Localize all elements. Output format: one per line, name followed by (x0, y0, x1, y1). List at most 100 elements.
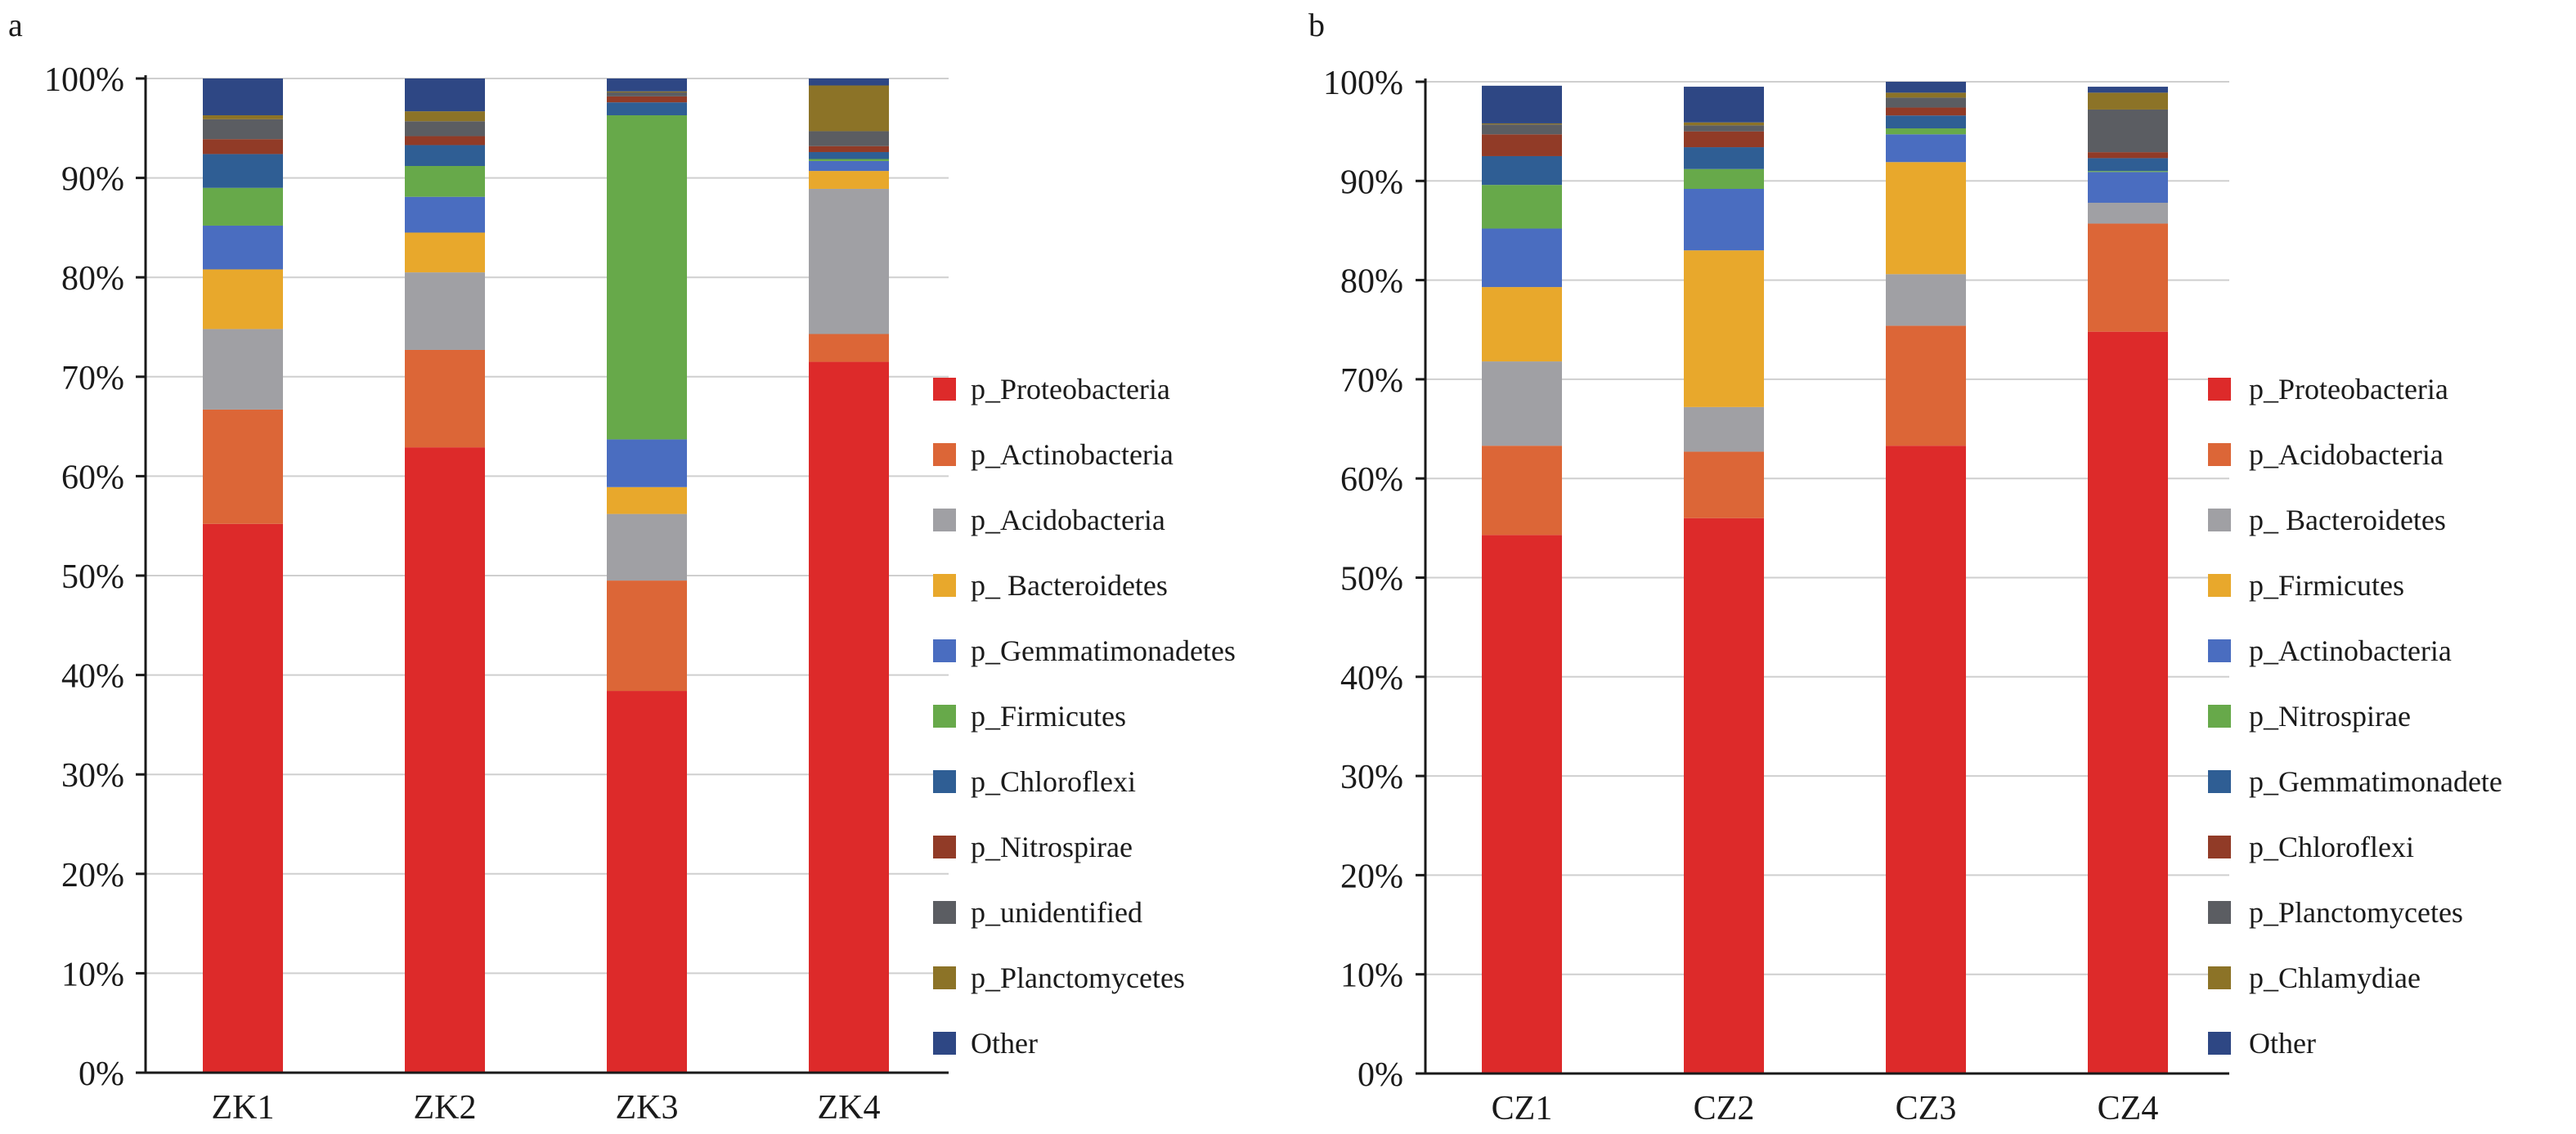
bar-zk3-p-firmicutes (607, 114, 687, 440)
y-tick-label: 30% (61, 757, 124, 795)
panel-label-a: a (8, 7, 23, 43)
bar-cz3-other (1886, 82, 1966, 93)
bar-zk4-p-actinobacteria (809, 334, 889, 362)
bar-zk1-p-nitrospirae (203, 139, 283, 155)
bar-cz1-p-proteobacteria (1482, 535, 1562, 1073)
legend-label: p_Firmicutes (971, 700, 1126, 733)
bar-cz4-p-chlamydiae (2088, 92, 2168, 110)
bar-zk4-p-unidentified (809, 131, 889, 146)
legend-swatch-p-acidobacteria (933, 509, 956, 531)
y-tick-label: 40% (1340, 660, 1403, 697)
bar-zk4-p-gemmatimonadetes (809, 160, 889, 172)
bar-cz1-p-chlamydiae (1482, 123, 1562, 125)
bar-cz3-p-planctomycetes (1886, 97, 1966, 108)
bar-cz3-p-chloroflexi (1886, 107, 1966, 116)
bar-zk1-p-chloroflexi (203, 154, 283, 188)
bar-cz2-p-acidobacteria (1684, 451, 1764, 518)
bar-cz4-p-gemmatimonadete (2088, 158, 2168, 172)
y-tick-label: 50% (1340, 561, 1403, 598)
axes (1416, 78, 2229, 1075)
legend-swatch-p-planctomycetes (2208, 901, 2231, 924)
legend-swatch-p-acidobacteria (2208, 443, 2231, 466)
bar-cz2-p-actinobacteria (1684, 189, 1764, 251)
bar-zk4-p-firmicutes (809, 159, 889, 161)
bar-zk2-other (405, 78, 485, 112)
legend-label: p_ Bacteroidetes (971, 569, 1168, 602)
bar-cz2-p-proteobacteria (1684, 518, 1764, 1073)
bar-zk1-p-acidobacteria (203, 329, 283, 410)
legend-label: p_Gemmatimonadetes (971, 634, 1236, 667)
bar-cz4-p-nitrospirae (2088, 171, 2168, 173)
y-tick-label: 60% (1340, 461, 1403, 499)
y-tick-label: 10% (1340, 957, 1403, 995)
legend-label: p_Actinobacteria (971, 438, 1174, 471)
bar-zk4-p-proteobacteria (809, 361, 889, 1073)
bar-cz4-p-bacteroidetes (2088, 202, 2168, 224)
bar-cz4-p-planctomycetes (2088, 109, 2168, 153)
y-tick-labels: 0% 10% 20% 30% 40% 50% 60% 70% 80% 90% 100% (1323, 65, 1403, 1094)
legend-swatch-p-actinobacteria (933, 443, 956, 466)
bar-zk3-p-gemmatimonadetes (607, 439, 687, 487)
bar-zk4-p-bacteroidetes (809, 171, 889, 189)
bar-zk3-p-acidobacteria (607, 513, 687, 581)
bar-cz2-p-gemmatimonadete (1684, 147, 1764, 169)
y-tick-label: 20% (61, 857, 124, 894)
bar-cz2-p-nitrospirae (1684, 168, 1764, 190)
bar-cz1-p-chloroflexi (1482, 134, 1562, 156)
bar-zk1-p-gemmatimonadetes (203, 225, 283, 270)
x-tick-labels: CZ1 CZ2 CZ3 CZ4 (1492, 1090, 2159, 1127)
bar-cz3-p-chlamydiae (1886, 92, 1966, 98)
y-tick-label: 60% (61, 459, 124, 496)
y-tick-label: 20% (1340, 858, 1403, 895)
bar-zk3-p-chloroflexi (607, 102, 687, 115)
bar-zk2-p-unidentified (405, 121, 485, 137)
bar-cz4-p-actinobacteria (2088, 172, 2168, 203)
bar-cz4-p-proteobacteria (2088, 331, 2168, 1073)
bar-zk4-p-acidobacteria (809, 188, 889, 334)
bar-zk2-p-gemmatimonadetes (405, 196, 485, 233)
x-tick-label: ZK1 (212, 1089, 275, 1127)
legend-swatch-p-unidentified (933, 901, 956, 924)
legend-swatch-p-firmicutes (933, 705, 956, 728)
axes (136, 75, 949, 1074)
x-tick-label: CZ2 (1694, 1090, 1755, 1127)
bar-zk1-p-planctomycetes (203, 114, 283, 119)
legend-label: p_Acidobacteria (2249, 438, 2444, 471)
bar-cz2-p-chlamydiae (1684, 122, 1764, 126)
legend-label: p_Nitrospirae (2249, 700, 2411, 733)
bar-zk2-p-actinobacteria (405, 349, 485, 448)
bar-cz1-p-firmicutes (1482, 287, 1562, 362)
bar-cz1-p-gemmatimonadete (1482, 155, 1562, 186)
bar-cz1-p-nitrospirae (1482, 185, 1562, 229)
legend-label: p_Planctomycetes (971, 961, 1185, 994)
bar-cz4-p-chloroflexi (2088, 152, 2168, 159)
y-tick-label: 70% (1340, 362, 1403, 400)
legend-label: Other (2249, 1027, 2316, 1060)
x-tick-label: ZK3 (616, 1089, 679, 1127)
legend-swatch-p-firmicutes (2208, 574, 2231, 597)
legend: p_Proteobacteria p_Acidobacteria p_ Bacter… (2208, 373, 2502, 1060)
legend-swatch-p-gemmatimonadete (2208, 770, 2231, 793)
y-tick-label: 40% (61, 658, 124, 696)
bar-zk2-p-acidobacteria (405, 272, 485, 350)
bar-cz3-p-nitrospirae (1886, 128, 1966, 135)
bar-zk2-p-planctomycetes (405, 111, 485, 122)
legend: p_Proteobacteria p_Actinobacteria p_Acidob… (933, 373, 1236, 1060)
legend-label: p_Acidobacteria (971, 504, 1165, 536)
legend-swatch-p-actinobacteria (2208, 639, 2231, 662)
bar-zk1-p-bacteroidetes (203, 269, 283, 329)
bar-zk4-p-nitrospirae (809, 146, 889, 152)
bar-zk1-p-firmicutes (203, 187, 283, 226)
bar-zk2-p-firmicutes (405, 166, 485, 197)
legend-label: p_unidentified (971, 896, 1142, 929)
legend-swatch-p-planctomycetes (933, 966, 956, 989)
legend-label: p_Chloroflexi (2249, 831, 2414, 863)
chart-b: b 0%10%20%30%40%50%60%70%80%90%100% CZ1 C… (1308, 7, 2502, 1127)
y-tick-label: 80% (1340, 263, 1403, 301)
legend-swatch-p-chlamydiae (2208, 966, 2231, 989)
legend-label: p_Nitrospirae (971, 831, 1133, 863)
legend-swatch-other (933, 1032, 956, 1055)
bar-cz3-p-proteobacteria (1886, 446, 1966, 1073)
bar-cz3-p-acidobacteria (1886, 325, 1966, 446)
